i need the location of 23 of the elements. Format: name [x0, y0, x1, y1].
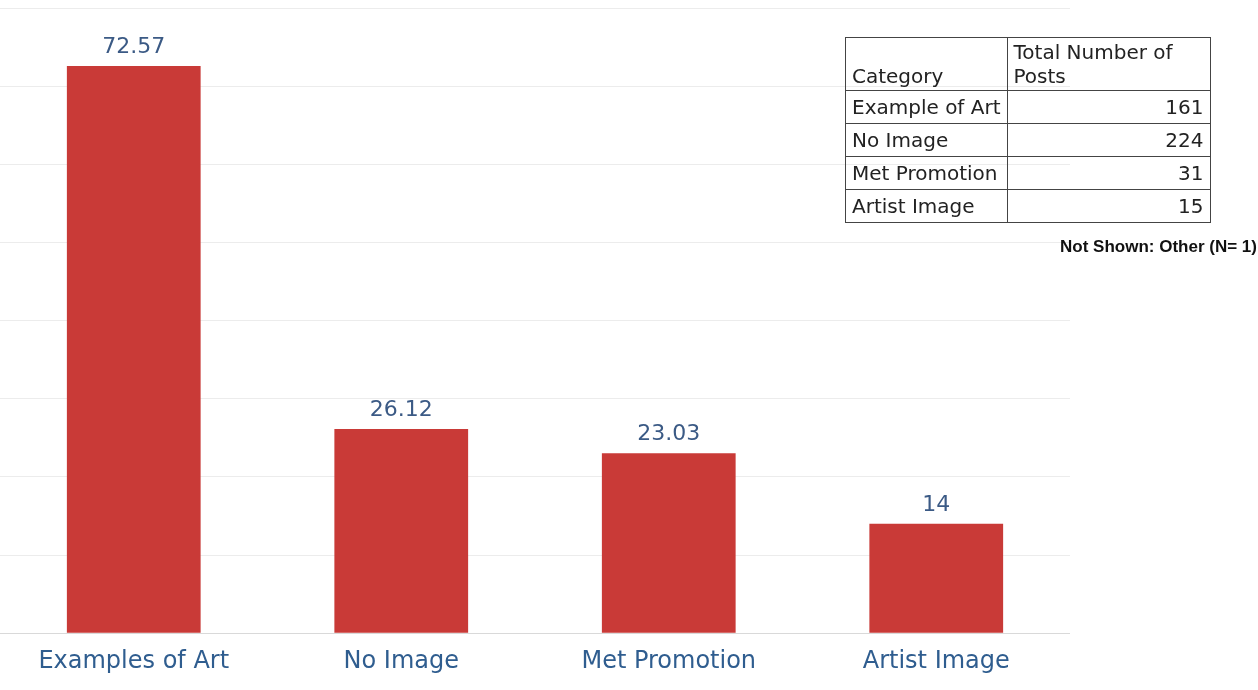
bar — [334, 429, 469, 633]
data-label: 161 — [1007, 90, 1211, 124]
data-label: 26.12 — [369, 395, 433, 421]
bar — [601, 453, 736, 633]
x-tick-label: Met Promotion — [581, 645, 757, 674]
category-label: Artist Image — [845, 189, 1008, 223]
data-label: 15 — [1007, 189, 1211, 223]
category-label: No Image — [845, 123, 1008, 157]
category-label: Met Promotion — [845, 156, 1008, 190]
text: Category — [845, 37, 1008, 91]
annotation: Not Shown: Other (N= 1) — [1059, 237, 1257, 257]
data-label: 224 — [1007, 123, 1211, 157]
x-tick-label: Artist Image — [862, 645, 1010, 674]
data-label: 72.57 — [102, 32, 166, 58]
category-label: Example of Art — [845, 90, 1008, 124]
x-tick-label: No Image — [343, 645, 459, 674]
bar — [66, 66, 201, 633]
data-label: 14 — [922, 490, 951, 516]
text: Total Number of Posts — [1007, 37, 1211, 91]
data-label: 23.03 — [637, 419, 701, 445]
bar — [869, 523, 1004, 633]
data-label: 31 — [1007, 156, 1211, 190]
x-tick-label: Examples of Art — [38, 645, 230, 674]
